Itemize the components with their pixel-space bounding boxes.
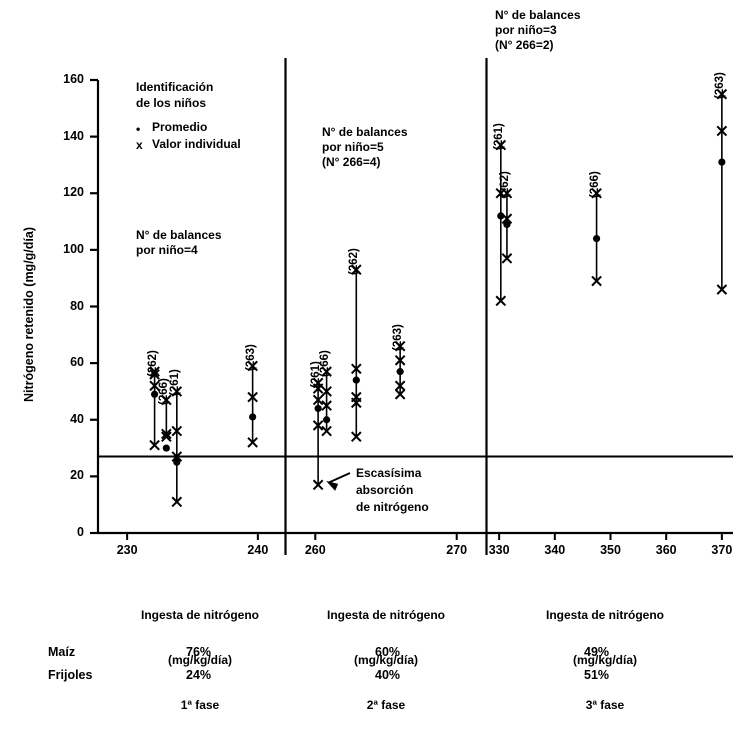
panel-note-3-line3: (N° 266=2) <box>495 38 554 52</box>
figure-root: Nitrógeno retenido (mg/g/día) Identifica… <box>22 8 733 712</box>
y-tick-label-80: 80 <box>70 298 84 313</box>
legend-individual-label: Valor individual <box>152 137 241 151</box>
legend-mean-label: Promedio <box>152 120 208 134</box>
y-axis-title: Nitrógeno retenido (mg/g/día) <box>22 226 36 402</box>
data-group-child-263 <box>716 88 728 295</box>
child-id-label-263: (263) <box>392 324 405 352</box>
data-group-child-261 <box>171 386 183 508</box>
chart-canvas <box>90 58 733 555</box>
x-tick-label-230: 230 <box>116 543 138 557</box>
x-tick-label-340: 340 <box>544 543 566 557</box>
absorption-annotation-line1: Escasísima <box>356 466 422 480</box>
data-group-child-262 <box>149 366 160 451</box>
panel-note-3-line1: N° de balances <box>495 8 581 22</box>
y-tick-label-40: 40 <box>70 411 84 426</box>
y-tick-label-100: 100 <box>63 241 84 256</box>
child-id-label-262: (262) <box>498 171 511 199</box>
child-id-label-263: (263) <box>713 72 726 100</box>
y-tick-label-60: 60 <box>70 355 84 370</box>
child-id-label-261: (261) <box>492 123 505 151</box>
table-cell-frijoles-fase3: 51% <box>584 668 610 682</box>
panel-caption-3-line3: 3ª fase <box>585 698 625 712</box>
legend-title-line2: de los niños <box>136 96 207 110</box>
child-id-label-262: (262) <box>146 349 159 377</box>
panel-caption-3-line1: Ingesta de nitrógeno <box>545 608 664 622</box>
panel-caption-2-line1: Ingesta de nitrógeno <box>326 608 445 622</box>
child-id-label-263: (263) <box>244 344 257 371</box>
table-row-label-frijoles: Frijoles <box>48 668 93 682</box>
x-tick-label-360: 360 <box>655 543 677 557</box>
data-group-child-263 <box>247 360 258 448</box>
panel-note-2-line3: (N° 266=4) <box>322 155 381 169</box>
data-group-child-266 <box>321 366 332 437</box>
absorption-annotation-line3: de nitrógeno <box>356 500 429 514</box>
child-id-label-262: (262) <box>348 247 361 275</box>
panel-note-2-line2: por niño=5 <box>322 140 384 154</box>
child-id-label-266: (266) <box>318 349 331 377</box>
panel-caption-1-line1: Ingesta de nitrógeno <box>140 608 259 622</box>
data-group-child-262 <box>350 264 362 443</box>
panel-note-1-line1: N° de balances <box>136 228 222 242</box>
panel-caption-3-line2: (mg/kg/día) <box>572 653 637 667</box>
panel-caption-3: Ingesta de nitrógeno (mg/kg/día) 3ª fase <box>515 578 695 743</box>
panel-note-2-line1: N° de balances <box>322 125 408 139</box>
absorption-annotation-arrow <box>326 472 351 491</box>
table-cell-frijoles-fase2: 40% <box>375 668 401 682</box>
panel-caption-2: Ingesta de nitrógeno (mg/kg/día) 2ª fase <box>296 578 476 743</box>
table-cell-maiz-fase2: 60% <box>375 645 401 659</box>
child-id-label-266: (266) <box>588 171 601 199</box>
x-tick-label-260: 260 <box>304 543 326 557</box>
table-cell-maiz-fase1: 76% <box>186 645 212 659</box>
x-tick-label-350: 350 <box>600 543 621 557</box>
data-group-child-263 <box>394 340 406 400</box>
x-tick-label-330: 330 <box>488 543 510 557</box>
data-group-child-261 <box>312 377 324 491</box>
legend-mean-symbol: • <box>136 122 141 136</box>
data-group-child-266 <box>591 187 602 287</box>
legend-individual-symbol: x <box>136 138 143 152</box>
y-tick-label-160: 160 <box>63 72 84 86</box>
panel-caption-2-line2: (mg/kg/día) <box>353 653 418 667</box>
legend-title-line1: Identificación <box>136 80 214 94</box>
panel-caption-1: Ingesta de nitrógeno (mg/kg/día) 1ª fase <box>110 578 290 743</box>
panel-caption-1-line3: 1ª fase <box>180 698 220 712</box>
x-tick-label-240: 240 <box>247 543 269 557</box>
data-group-child-262 <box>501 187 513 264</box>
x-tick-label-370: 370 <box>711 543 733 557</box>
table-cell-frijoles-fase1: 24% <box>186 668 212 682</box>
panel-note-3-line2: por niño=3 <box>495 23 557 37</box>
y-tick-label-20: 20 <box>70 468 84 483</box>
absorption-annotation-line2: absorción <box>356 483 414 497</box>
x-tick-label-270: 270 <box>446 543 468 557</box>
panel-caption-1-line2: (mg/kg/día) <box>167 653 232 667</box>
child-id-label-261: (261) <box>168 369 181 397</box>
panel-caption-2-line3: 2ª fase <box>366 698 406 712</box>
data-group-child-266 <box>161 394 172 452</box>
table-row-label-maiz: Maíz <box>48 645 76 659</box>
y-tick-label-0: 0 <box>77 525 84 539</box>
y-tick-label-140: 140 <box>63 128 84 143</box>
panel-note-1-line2: por niño=4 <box>136 243 198 257</box>
table-cell-maiz-fase3: 49% <box>584 645 610 659</box>
y-tick-label-120: 120 <box>63 185 84 200</box>
